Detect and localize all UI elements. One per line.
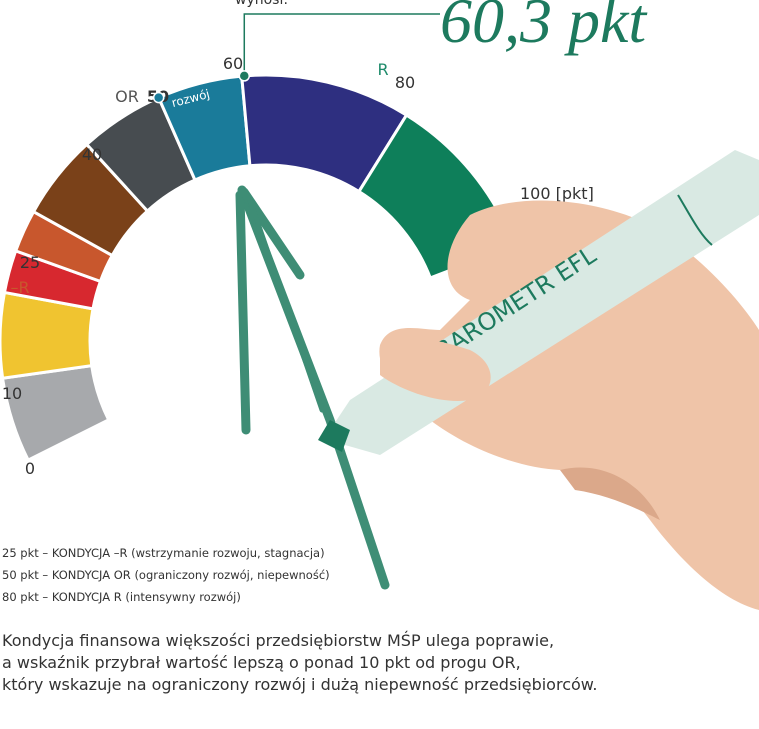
value-pointer-line (243, 13, 440, 76)
marker-tip (318, 420, 350, 452)
tick-label: 10 (2, 384, 22, 403)
drawn-arrow (235, 185, 390, 590)
description-line: Kondycja finansowa większości przedsiębi… (2, 631, 554, 650)
tick-label: 25 (20, 253, 40, 272)
legend: 25 pkt – KONDYCJA –R (wstrzymanie rozwoj… (2, 546, 330, 604)
tick-label: 80 (395, 73, 415, 92)
gauge-segment (0, 363, 111, 463)
tick-label: 0 (25, 459, 35, 478)
tick-label: 100 [pkt] (520, 184, 594, 203)
description-line: który wskazuje na ograniczony rozwój i d… (2, 675, 597, 694)
hand (379, 200, 759, 610)
header: wynosi: (235, 0, 288, 8)
marker-cap-line (677, 194, 713, 246)
arrow-arm (235, 190, 251, 435)
legend-line: 50 pkt – KONDYCJA OR (ograniczony rozwój… (2, 568, 330, 582)
zone-label: OR (115, 87, 139, 106)
hand-shadow (560, 467, 660, 520)
tick-label: 60 (223, 54, 243, 73)
description: Kondycja finansowa większości przedsiębi… (2, 631, 597, 694)
legend-line: 25 pkt – KONDYCJA –R (wstrzymanie rozwoj… (2, 546, 325, 560)
description-line: a wskaźnik przybrał wartość lepszą o pon… (2, 653, 521, 672)
threshold-dot (152, 91, 165, 104)
fingers (380, 338, 491, 401)
value-dot (238, 70, 251, 82)
arrow-shaft (247, 197, 325, 413)
zone-label: –R (10, 278, 29, 297)
zone-label: R (377, 60, 388, 79)
value-label: 60,3 pkt (440, 0, 648, 56)
legend-line: 80 pkt – KONDYCJA R (intensywny rozwój) (2, 590, 241, 604)
tick-label: 40 (82, 145, 102, 164)
